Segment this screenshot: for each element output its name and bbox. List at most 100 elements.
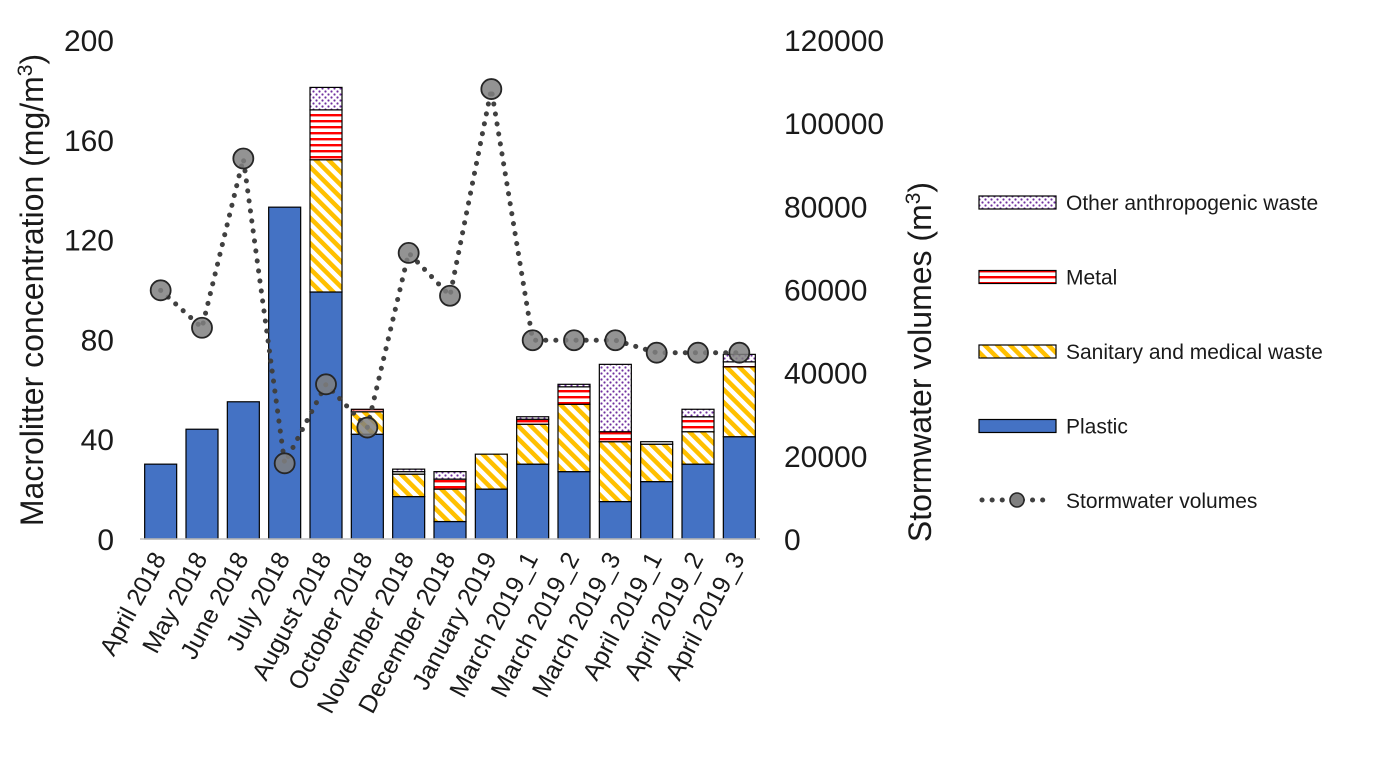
left-tick-label: 40 [81,424,114,457]
bar-stack-april-2019-1 [640,441,674,540]
bar-segment-plastic [433,520,467,540]
left-tick-label: 0 [97,524,114,557]
bar-segment-other-anthropogenic-waste [516,416,550,420]
legend-swatch [978,269,1057,285]
bar-segment-sanitary-and-medical-waste [557,403,591,473]
bar-segment-other-anthropogenic-waste [392,468,426,473]
bar-segment-other-anthropogenic-waste [309,86,343,111]
bar-segment-sanitary-and-medical-waste [681,431,715,465]
bar-stack-march-2019-3 [598,363,632,540]
legend-swatch [978,418,1057,434]
bar-segment-sanitary-and-medical-waste [392,473,426,498]
bar-segment-sanitary-and-medical-waste [474,453,508,490]
bar-segment-metal [640,441,674,445]
legend: Other anthropogenic waste Metal Sanitary a… [978,192,1323,513]
left-axis-title: Macrolitter concentration (mg/m3) [14,54,51,526]
bar-segment-plastic [309,291,343,540]
svg-text:Macrolitter concentration (mg/: Macrolitter concentration (mg/m3) [14,54,51,526]
bar-segment-plastic [474,488,508,540]
right-tick-label: 60000 [784,275,867,308]
bar-stack-march-2019-1 [516,416,550,540]
bar-segment-plastic [598,500,632,540]
bar-segment-plastic [350,433,384,540]
stormwater-point [645,341,668,364]
bar-segment-plastic [640,481,674,540]
bar-segment-metal [433,478,467,490]
stormwater-line [158,88,742,472]
bar-segment-plastic [392,495,426,540]
bar-segment-other-anthropogenic-waste [433,471,467,480]
stormwater-point [356,416,379,439]
right-tick-label: 80000 [784,191,867,224]
legend-item-metal: Metal [978,267,1117,290]
right-tick-label: 40000 [784,358,867,391]
bar-segment-metal [350,408,384,413]
legend-label: Stormwater volumes [1066,490,1257,513]
legend-label: Plastic [1066,416,1128,439]
bar-segment-plastic [185,428,219,540]
bar-segment-plastic [144,463,178,540]
stormwater-point [604,329,627,352]
svg-text:Stormwater volumes (m3): Stormwater volumes (m3) [902,182,939,542]
stormwater-point [232,147,255,170]
stormwater-point [191,316,213,339]
stormwater-point [439,284,461,307]
left-tick-label: 160 [64,125,114,158]
stormwater-point [480,78,503,100]
bar-stack-april-2019-2 [681,408,715,540]
bar-stack-december-2018 [433,471,467,540]
right-tick-label: 120000 [784,25,884,58]
legend-label: Sanitary and medical waste [1066,341,1323,364]
stormwater-point [149,279,172,302]
bar-segment-sanitary-and-medical-waste [722,366,756,438]
left-tick-label: 200 [64,25,114,58]
stormwater-point [521,329,544,352]
stormwater-point [397,242,420,264]
legend-label: Other anthropogenic waste [1066,192,1318,215]
bar-stack-june-2018 [226,401,260,540]
legend-item-other-anthropogenic-waste: Other anthropogenic waste [978,192,1318,215]
bar-segment-plastic [722,436,756,540]
bar-segment-plastic [226,401,260,540]
right-tick-label: 20000 [784,441,867,474]
bar-segment-sanitary-and-medical-waste [598,441,632,503]
bar-segment-plastic [516,463,550,540]
bar-segment-metal [557,386,591,405]
right-axis-ticks: 0 20000 40000 60000 80000 100000 120000 [784,25,884,557]
stormwater-point [273,452,296,475]
bar-stack-august-2018 [309,86,343,540]
bar-segment-plastic [557,471,591,540]
legend-label: Metal [1066,267,1117,290]
legend-item-sanitary-and-medical-waste: Sanitary and medical waste [978,341,1323,364]
bar-stack-may-2018 [185,428,219,540]
legend-item-stormwater-volumes: Stormwater volumes [979,490,1257,513]
stormwater-line-series [149,78,751,475]
legend-swatch [978,344,1057,359]
bar-stacks [144,86,756,540]
stormwater-point [687,341,709,364]
bar-segment-sanitary-and-medical-waste [640,443,674,483]
bar-segment-plastic [268,206,302,540]
stormwater-point [315,373,337,396]
right-tick-label: 0 [784,524,801,557]
legend-item-plastic: Plastic [978,416,1128,439]
bar-segment-metal [516,418,550,425]
bar-stack-july-2018 [268,206,302,540]
bar-segment-other-anthropogenic-waste [598,363,632,433]
bar-segment-sanitary-and-medical-waste [309,159,343,293]
stormwater-point [563,329,585,352]
bar-segment-metal [309,109,343,161]
bar-segment-other-anthropogenic-waste [681,408,715,418]
right-tick-label: 100000 [784,108,884,141]
left-tick-label: 80 [81,324,114,357]
bar-stack-january-2019 [474,453,508,540]
bar-segment-metal [598,431,632,443]
bar-segment-sanitary-and-medical-waste [433,488,467,523]
bar-stack-november-2018 [392,468,426,540]
bar-segment-sanitary-and-medical-waste [516,423,550,465]
left-tick-label: 120 [64,225,114,258]
left-axis-ticks: 0 40 80 120 160 200 [64,25,114,557]
bar-segment-plastic [681,463,715,540]
